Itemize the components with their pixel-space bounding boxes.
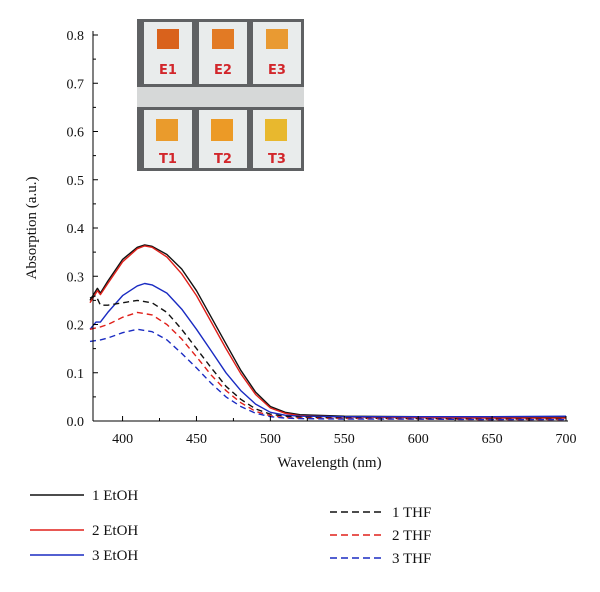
series-layer [89, 244, 567, 421]
inset-label-top: E3 [268, 63, 286, 78]
y-tick-label: 0.3 [67, 270, 85, 285]
legend-label: 1 THF [392, 505, 431, 521]
legend-label: 3 EtOH [92, 548, 138, 564]
x-tick-label: 550 [334, 432, 355, 447]
inset-label-bottom: T1 [159, 152, 177, 167]
inset-swatch-top [266, 29, 288, 49]
inset-swatch-bottom [156, 119, 178, 141]
y-tick-label: 0.7 [67, 77, 85, 92]
y-tick-label: 0.8 [67, 29, 85, 44]
inset-label-top: E2 [214, 63, 232, 78]
y-tick-label: 0.0 [67, 415, 85, 430]
y-tick-label: 0.6 [67, 126, 85, 141]
x-tick-label: 650 [482, 432, 503, 447]
axes: 0.0 0.1 0.2 0.3 0.4 0.5 0.6 0.7 0.8 400 450 500 550 6… [24, 29, 577, 471]
x-tick-label: 600 [408, 432, 429, 447]
inset-label-top: E1 [159, 63, 177, 78]
inset-swatch-top [212, 29, 234, 49]
x-tick-label: 700 [556, 432, 577, 447]
inset-swatch-bottom [211, 119, 233, 141]
y-tick-label: 0.2 [67, 319, 85, 334]
inset-swatch-bottom [265, 119, 287, 141]
y-axis-title: Absorption (a.u.) [24, 177, 40, 280]
y-tick-label: 0.4 [67, 222, 85, 237]
series-line-3-thf [89, 328, 566, 421]
legend-label: 2 EtOH [92, 523, 138, 539]
series-line-1-thf [89, 294, 566, 420]
x-tick-label: 400 [112, 432, 133, 447]
series-line-3-etoh [89, 282, 567, 418]
inset-label-bottom: T2 [214, 152, 232, 167]
series-line-2-thf [89, 311, 566, 421]
series-line-1-etoh [89, 244, 566, 418]
inset-label-bottom: T3 [268, 152, 286, 167]
legend-label: 3 THF [392, 551, 431, 567]
x-axis-title: Wavelength (nm) [277, 455, 381, 471]
x-tick-label: 450 [186, 432, 207, 447]
legend-label: 2 THF [392, 528, 431, 544]
inset-photo: E1 E2 E3 T1 T2 T3 [137, 19, 304, 171]
inset-swatch-top [157, 29, 179, 49]
y-tick-label: 0.5 [67, 174, 85, 189]
inset-divider-strip [137, 87, 304, 107]
y-tick-label: 0.1 [67, 367, 85, 382]
x-tick-label: 500 [260, 432, 281, 447]
legend: 1 EtOH 2 EtOH 3 EtOH 1 THF 2 THF 3 THF [30, 488, 431, 567]
legend-label: 1 EtOH [92, 488, 138, 504]
series-line-2-etoh [89, 245, 566, 419]
